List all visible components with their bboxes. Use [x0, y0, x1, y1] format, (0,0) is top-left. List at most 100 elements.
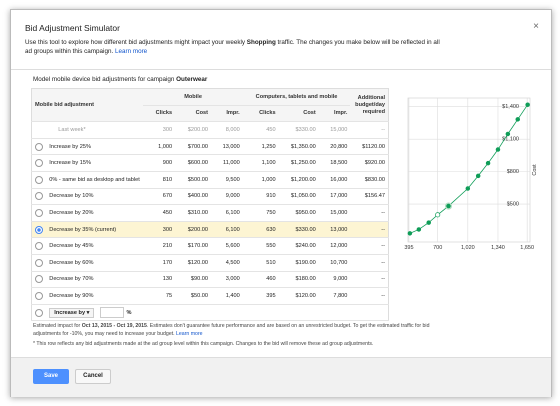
table: Mobile bid adjustment Mobile Computers, ta…	[31, 88, 389, 322]
table-row[interactable]: Decrease by 90% 75 $50.00 1,400 395 $120.00 7,…	[31, 287, 389, 305]
table-cell: $240.00	[278, 237, 319, 255]
custom-cell: Increase by ▾%	[46, 304, 389, 322]
link[interactable]: Learn more	[114, 48, 148, 55]
table-row[interactable]: Decrease by 10% 670 $400.00 9,000 910 $1,050.…	[31, 188, 389, 206]
point	[426, 220, 431, 225]
header-cell: Mobile bid adjustment	[31, 88, 144, 123]
percent-input[interactable]	[100, 307, 125, 319]
header-cell: Additional budget/day required	[350, 88, 389, 123]
table-cell: 750	[242, 204, 279, 222]
header-cell: Cost	[175, 105, 212, 123]
table-cell: Decrease by 20%	[46, 204, 144, 222]
table-cell: $330.00	[278, 221, 319, 239]
table-cell: 4,500	[211, 254, 243, 272]
table-cell: Last week*	[46, 121, 144, 139]
header-cell: Impr.	[211, 105, 243, 123]
table-cell: 18,500	[318, 154, 351, 172]
table-cell: --	[350, 204, 389, 222]
radio-cell	[31, 254, 47, 272]
table-cell: 7,800	[318, 287, 351, 305]
table-cell: 1,250	[242, 138, 279, 156]
radio-button[interactable]	[35, 225, 43, 234]
table-cell: 10,700	[318, 254, 351, 272]
table-row[interactable]: 0% - same bid as desktop and tablet 810 $5…	[31, 171, 389, 189]
note: Estimated impact for Oct 13, 2015 - Oct …	[33, 323, 433, 338]
table-cell: --	[350, 287, 389, 305]
divider	[11, 69, 551, 70]
table-cell: --	[350, 271, 389, 289]
radio-cell	[31, 304, 47, 322]
point	[435, 212, 441, 218]
point	[465, 186, 471, 191]
table-row[interactable]: Decrease by 20% 450 $310.00 6,100 750 $950.00…	[31, 204, 389, 222]
table-cell: Decrease by 35% (current)	[46, 221, 144, 239]
dialog: Bid Adjustment Simulator × Use this tool…	[10, 9, 552, 397]
x-tick-label: 1,340	[491, 245, 505, 251]
table-cell: $200.00	[175, 121, 212, 139]
table-row[interactable]: Decrease by 35% (current) 300 $200.00 6,100…	[31, 221, 389, 239]
radio-button[interactable]	[35, 192, 43, 201]
link[interactable]: Learn more	[176, 330, 203, 337]
radio-button[interactable]	[35, 175, 43, 184]
x-tick-label: 1,020	[461, 245, 475, 251]
table-cell: 9,500	[211, 171, 243, 189]
table-row[interactable]: Decrease by 60% 170 $120.00 4,500 510 $190.00…	[31, 254, 389, 272]
table-row[interactable]: Decrease by 70% 130 $90.00 3,000 460 $180.00 9…	[31, 271, 389, 289]
table-cell: $920.00	[350, 154, 389, 172]
table-cell: 1,100	[242, 154, 279, 172]
text: Outerwear	[176, 76, 208, 83]
footer: Save Cancel	[11, 357, 551, 397]
y-axis-title: Cost	[532, 164, 538, 176]
table-cell: 11,000	[211, 154, 243, 172]
save-button[interactable]: Save	[33, 369, 69, 384]
table-cell: 6,100	[211, 221, 243, 239]
radio-button[interactable]	[35, 242, 43, 251]
radio-button[interactable]	[35, 159, 43, 168]
adjust-select[interactable]: Increase by ▾	[49, 308, 95, 318]
table-cell: $156.47	[350, 188, 389, 206]
table-cell: 9,000	[318, 271, 351, 289]
table-cell: $1,050.00	[278, 188, 319, 206]
table-cell: 6,100	[211, 204, 243, 222]
radio-button[interactable]	[35, 142, 43, 151]
cancel-button[interactable]: Cancel	[75, 369, 111, 384]
radio-button[interactable]	[35, 208, 43, 217]
table-cell: $310.00	[175, 204, 212, 222]
table-cell: 130	[143, 271, 176, 289]
close-button[interactable]: ×	[533, 21, 539, 32]
table-cell: $950.00	[278, 204, 319, 222]
text: Estimated impact for	[33, 323, 82, 329]
table-cell: 13,000	[211, 138, 243, 156]
header-cell: Clicks	[143, 105, 176, 123]
table-cell: 17,000	[318, 188, 351, 206]
radio-cell	[31, 287, 47, 305]
table-cell: 810	[143, 171, 176, 189]
table-row[interactable]: Increase by 25% 1,000 $700.00 13,000 1,250 $1…	[31, 138, 389, 156]
table-cell: --	[350, 254, 389, 272]
table-row[interactable]: Decrease by 45% 210 $170.00 5,600 550 $240.00…	[31, 237, 389, 255]
y-tick-label: $500	[507, 202, 519, 208]
radio-button[interactable]	[35, 291, 43, 300]
table-cell: 16,000	[318, 171, 351, 189]
radio-button[interactable]	[35, 308, 43, 317]
table-cell: 300	[143, 221, 176, 239]
chart: 395 700 1,020 1,340 1,650 $500 $800 $1,100 $1,40…	[404, 97, 538, 251]
header-cell: Cost	[278, 105, 319, 123]
point	[525, 102, 530, 107]
table-cell: $200.00	[175, 221, 212, 239]
table-row[interactable]: Increase by 15% 900 $600.00 11,000 1,100 $1,2…	[31, 154, 389, 172]
header-cell: Mobile	[143, 88, 243, 106]
table-cell: 460	[242, 271, 279, 289]
y-tick-label: $1,400	[502, 104, 519, 110]
table-cell: 5,600	[211, 237, 243, 255]
table-cell: 300	[143, 121, 176, 139]
plot-area	[407, 97, 531, 243]
text: traffic. The changes you make below will…	[25, 39, 440, 55]
table-cell: 900	[143, 154, 176, 172]
table-cell: 630	[242, 221, 279, 239]
table-cell: 75	[143, 287, 176, 305]
radio-button[interactable]	[35, 258, 43, 267]
notes: Estimated impact for Oct 13, 2015 - Oct …	[33, 323, 433, 352]
table-cell: $90.00	[175, 271, 212, 289]
radio-button[interactable]	[35, 275, 43, 284]
